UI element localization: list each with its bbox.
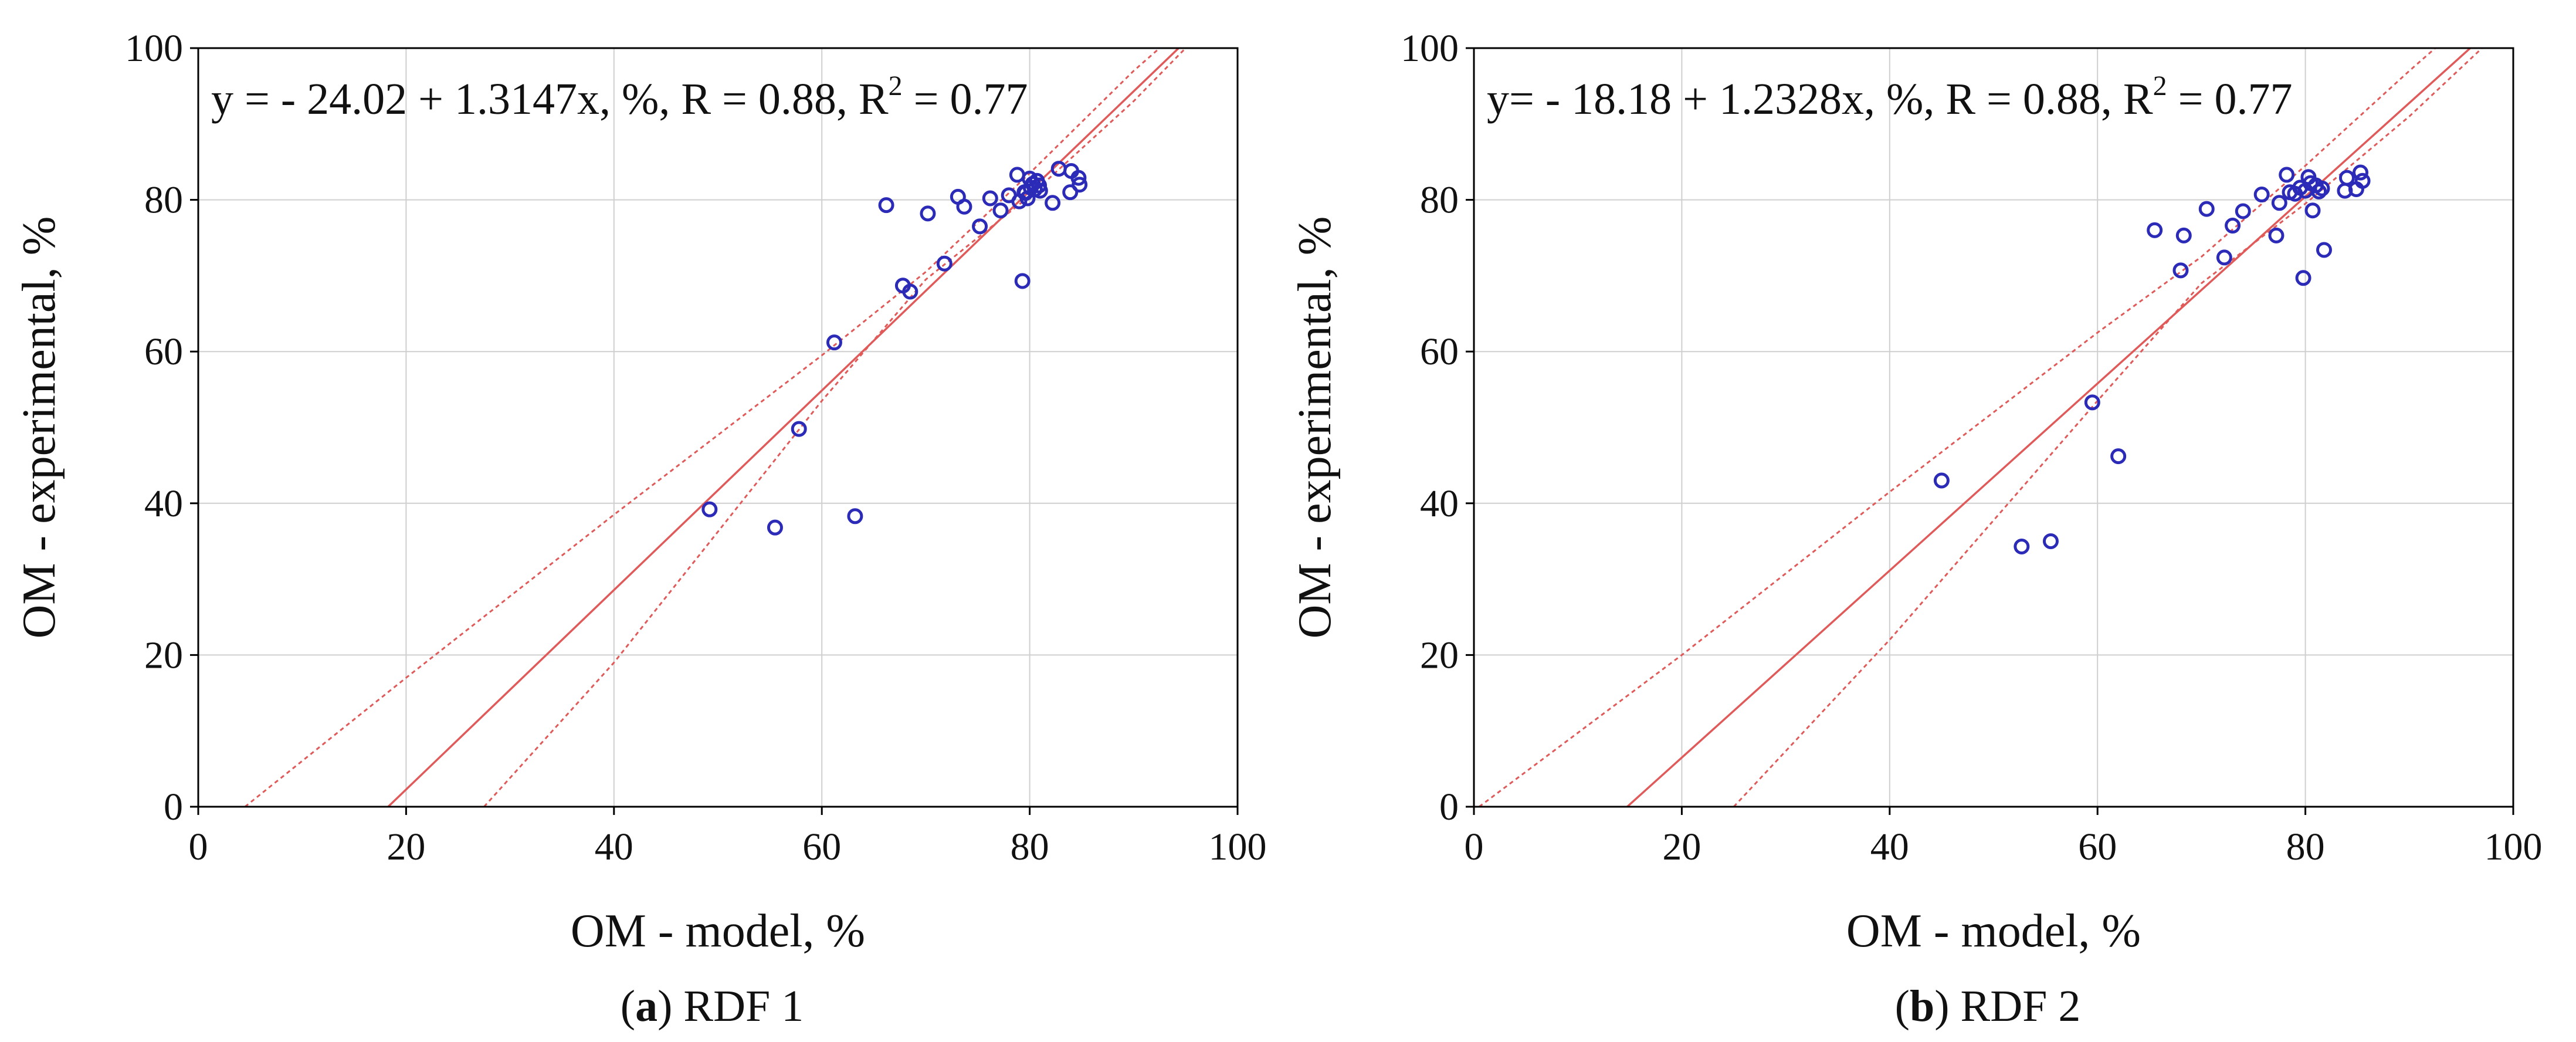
y-tick-label: 80 xyxy=(1420,179,1459,222)
y-axis-label: OM - experimental, % xyxy=(13,216,65,639)
data-point xyxy=(2287,185,2303,202)
y-tick-label: 100 xyxy=(125,27,183,70)
y-tick-label: 0 xyxy=(1439,786,1459,828)
data-point xyxy=(2354,172,2371,189)
data-point xyxy=(1009,167,1025,183)
data-point xyxy=(1072,177,1088,193)
data-point xyxy=(2235,203,2251,219)
data-point xyxy=(1070,170,1087,186)
x-axis-label: OM - model, % xyxy=(571,905,865,957)
y-tick-label: 0 xyxy=(164,786,183,828)
x-tick-label: 60 xyxy=(802,826,841,868)
data-point xyxy=(2297,182,2314,199)
data-point xyxy=(1018,185,1034,201)
y-tick-label: 100 xyxy=(1401,27,1459,70)
data-point xyxy=(701,501,718,517)
y-tick-label: 60 xyxy=(1420,330,1459,373)
y-tick-label: 40 xyxy=(144,482,183,525)
data-point xyxy=(902,283,918,300)
data-point xyxy=(2271,195,2287,211)
data-point xyxy=(2042,533,2059,549)
panel-caption: (a) RDF 1 xyxy=(621,982,804,1031)
data-point xyxy=(826,334,842,351)
data-point xyxy=(2268,227,2284,243)
data-point xyxy=(972,218,988,235)
x-tick-label: 0 xyxy=(1465,826,1484,868)
x-tick-label: 40 xyxy=(1870,826,1909,868)
data-point xyxy=(2316,242,2332,258)
data-point xyxy=(1045,195,1061,211)
confidence-band-lower xyxy=(1733,48,2483,807)
plot-area-frame xyxy=(1473,47,2514,808)
data-point xyxy=(878,197,894,214)
x-tick-label: 20 xyxy=(387,826,425,868)
data-point xyxy=(2314,180,2330,197)
confidence-band-lower xyxy=(483,48,1187,807)
data-point xyxy=(2295,270,2311,286)
data-point xyxy=(1062,184,1079,201)
data-point xyxy=(2304,202,2321,219)
regression-equation: y= - 18.18 + 1.2328x, %, R = 0.88, R2 = … xyxy=(1487,70,2292,124)
regression-equation: y = - 24.02 + 1.3147x, %, R = 0.88, R2 =… xyxy=(211,70,1028,124)
data-point xyxy=(847,508,863,525)
data-point xyxy=(1933,472,1950,489)
y-axis-label: OM - experimental, % xyxy=(1289,216,1341,639)
x-tick-label: 80 xyxy=(1011,826,1049,868)
data-point xyxy=(936,255,953,272)
data-point xyxy=(2225,218,2241,234)
data-point xyxy=(2198,201,2215,217)
data-point xyxy=(982,190,998,207)
plot-area-frame xyxy=(197,47,1239,808)
x-tick-label: 40 xyxy=(595,826,633,868)
data-point xyxy=(2253,187,2270,203)
x-tick-label: 100 xyxy=(1209,826,1267,868)
x-tick-label: 60 xyxy=(2078,826,2117,868)
y-tick-label: 80 xyxy=(144,179,183,222)
data-point xyxy=(2353,164,2369,181)
data-point xyxy=(992,202,1009,219)
y-tick-label: 60 xyxy=(144,330,183,373)
data-point xyxy=(2279,167,2295,183)
x-tick-label: 80 xyxy=(2286,826,2325,868)
panel-caption: (b) RDF 2 xyxy=(1895,982,2081,1031)
regression-line xyxy=(387,48,1179,807)
confidence-band-upper xyxy=(1479,48,2436,807)
data-point xyxy=(2338,170,2355,186)
data-point xyxy=(2110,448,2127,465)
x-tick-label: 0 xyxy=(189,826,208,868)
data-point xyxy=(2014,539,2030,555)
x-tick-label: 20 xyxy=(1662,826,1701,868)
data-point xyxy=(791,421,807,437)
regression-line xyxy=(1626,48,2471,807)
y-tick-label: 20 xyxy=(1420,634,1459,676)
data-point xyxy=(2084,394,2100,411)
x-axis-label: OM - model, % xyxy=(1846,905,2141,957)
x-tick-label: 100 xyxy=(2485,826,2543,868)
data-point xyxy=(767,519,783,536)
data-point xyxy=(2216,249,2232,266)
data-point xyxy=(2172,262,2189,279)
chart-panel-a: 0 20 40 60 80 100 0 20 40 60 80 100 y = - 24.02 + 1… xyxy=(13,27,1267,1031)
data-point xyxy=(920,205,936,222)
confidence-band-upper xyxy=(244,48,1161,807)
data-point xyxy=(2175,227,2192,243)
data-point xyxy=(1014,273,1031,289)
y-tick-label: 20 xyxy=(144,634,183,676)
data-point xyxy=(956,198,972,215)
y-tick-label: 40 xyxy=(1420,482,1459,525)
data-point xyxy=(1032,182,1048,199)
data-point xyxy=(2147,222,2163,238)
chart-panel-b: 0 20 40 60 80 100 0 20 40 60 80 100 y= - 18.18 + 1.… xyxy=(1289,27,2543,1031)
